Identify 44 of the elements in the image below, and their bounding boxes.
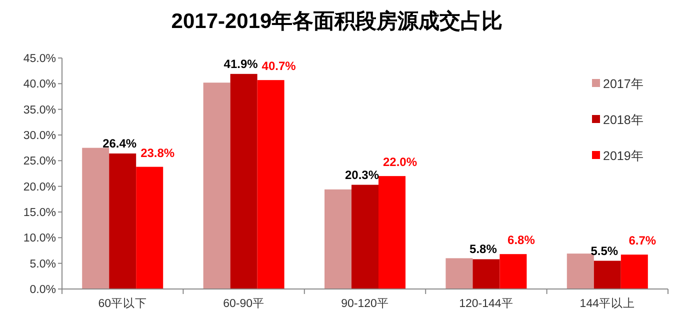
x-tick-label: 60-90平 <box>223 297 265 310</box>
bar <box>378 176 406 289</box>
bar <box>352 184 378 289</box>
y-tick-label: 15.0% <box>23 207 56 219</box>
bar <box>230 74 258 289</box>
bar <box>472 259 500 289</box>
y-tick-label: 0.0% <box>30 284 56 296</box>
x-tick-label: 90-120平 <box>341 297 389 310</box>
bar <box>203 82 230 289</box>
x-tick-label: 144平以上 <box>580 297 635 310</box>
bar <box>257 80 284 289</box>
data-label: 6.8% <box>508 233 536 248</box>
bar <box>620 254 648 289</box>
bar <box>82 148 110 289</box>
data-label: 20.3% <box>344 168 380 182</box>
data-label: 23.8% <box>140 146 175 160</box>
bar <box>566 254 594 289</box>
y-tick-label: 45.0% <box>23 53 56 65</box>
bar <box>109 153 136 289</box>
legend-label: 2019年 <box>603 149 644 163</box>
bar <box>500 254 527 289</box>
x-tick-label: 120-144平 <box>459 297 514 310</box>
data-label: 26.4% <box>102 136 137 150</box>
data-label: 6.7% <box>628 234 656 248</box>
chart-title: 2017-2019年各面积段房源成交占比 <box>171 9 503 33</box>
data-label: 5.8% <box>470 242 498 256</box>
legend-label: 2017年 <box>603 77 644 91</box>
y-tick-label: 25.0% <box>23 156 56 168</box>
y-tick-label: 40.0% <box>23 78 56 91</box>
y-tick-label: 10.0% <box>23 232 56 245</box>
y-tick-label: 20.0% <box>23 181 56 194</box>
bar <box>446 258 473 289</box>
y-tick-label: 5.0% <box>30 258 56 270</box>
data-label: 40.7% <box>262 59 296 74</box>
bar <box>136 166 164 289</box>
bar <box>594 260 621 289</box>
y-tick-label: 30.0% <box>23 130 56 142</box>
x-tick-label: 60平以下 <box>98 297 147 310</box>
data-label: 41.9% <box>224 56 258 71</box>
bar <box>324 189 352 289</box>
data-label: 22.0% <box>382 155 418 170</box>
y-tick-label: 35.0% <box>23 104 56 116</box>
legend-label: 2018年 <box>603 113 644 127</box>
data-label: 5.5% <box>590 244 618 258</box>
